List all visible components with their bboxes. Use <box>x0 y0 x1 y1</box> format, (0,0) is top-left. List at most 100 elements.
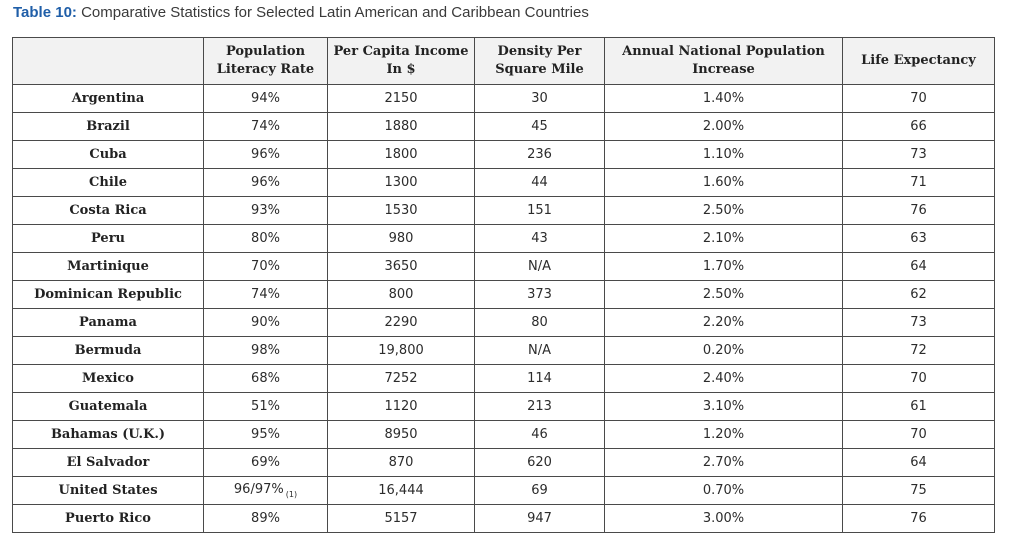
per-capita-income-cell: 8950 <box>327 420 475 449</box>
header-population-increase-line: Annual National Population <box>622 44 825 59</box>
density-cell: 44 <box>474 168 605 197</box>
density-cell: 45 <box>474 112 605 141</box>
density-cell: 151 <box>474 196 605 225</box>
life-expectancy-cell: 71 <box>842 168 995 197</box>
population-increase-cell: 0.70% <box>604 476 843 505</box>
country-cell: Cuba <box>12 140 204 169</box>
per-capita-income-cell: 1880 <box>327 112 475 141</box>
country-cell: United States <box>12 476 204 505</box>
literacy-rate-cell: 93% <box>203 196 328 225</box>
country-cell: Dominican Republic <box>12 280 204 309</box>
per-capita-income-cell: 3650 <box>327 252 475 281</box>
literacy-rate-cell: 96% <box>203 140 328 169</box>
per-capita-income-cell: 870 <box>327 448 475 477</box>
table-row: Dominican Republic 74% 800 373 2.50% 62 <box>12 280 995 309</box>
literacy-rate-cell: 80% <box>203 224 328 253</box>
life-expectancy-cell: 76 <box>842 196 995 225</box>
table-row: Bahamas (U.K.) 95% 8950 46 1.20% 70 <box>12 420 995 449</box>
life-expectancy-cell: 70 <box>842 364 995 393</box>
table-row: Brazil 74% 1880 45 2.00% 66 <box>12 112 995 141</box>
header-density-line: Density Per <box>497 44 582 59</box>
per-capita-income-cell: 2290 <box>327 308 475 337</box>
literacy-rate-cell: 68% <box>203 364 328 393</box>
table-row: Bermuda 98% 19,800 N/A 0.20% 72 <box>12 336 995 365</box>
life-expectancy-cell: 72 <box>842 336 995 365</box>
country-cell: Mexico <box>12 364 204 393</box>
table-row: Argentina 94% 2150 30 1.40% 70 <box>12 84 995 113</box>
literacy-rate-cell: 89% <box>203 504 328 533</box>
country-cell: Guatemala <box>12 392 204 421</box>
literacy-rate-cell: 96% <box>203 168 328 197</box>
literacy-rate-cell: 74% <box>203 280 328 309</box>
population-increase-cell: 3.00% <box>604 504 843 533</box>
country-cell: Panama <box>12 308 204 337</box>
population-increase-cell: 1.70% <box>604 252 843 281</box>
per-capita-income-cell: 1120 <box>327 392 475 421</box>
header-per-capita-income-line: Per Capita Income <box>333 44 469 59</box>
table-body: Argentina 94% 2150 30 1.40% 70 Brazil 74% 1880 45… <box>12 84 995 533</box>
table-header: Population Literacy Rate Per Capita Income… <box>12 37 995 85</box>
life-expectancy-cell: 76 <box>842 504 995 533</box>
per-capita-income-cell: 5157 <box>327 504 475 533</box>
life-expectancy-cell: 75 <box>842 476 995 505</box>
table-caption-label: Table 10: <box>13 4 77 21</box>
literacy-rate-cell: 90% <box>203 308 328 337</box>
country-cell: Peru <box>12 224 204 253</box>
density-cell: 114 <box>474 364 605 393</box>
population-increase-cell: 1.40% <box>604 84 843 113</box>
table-row: Mexico 68% 7252 114 2.40% 70 <box>12 364 995 393</box>
country-cell: El Salvador <box>12 448 204 477</box>
life-expectancy-cell: 63 <box>842 224 995 253</box>
population-increase-cell: 2.50% <box>604 196 843 225</box>
country-cell: Bahamas (U.K.) <box>12 420 204 449</box>
per-capita-income-cell: 7252 <box>327 364 475 393</box>
density-cell: 236 <box>474 140 605 169</box>
header-literacy-rate-line: Population <box>225 44 306 59</box>
population-increase-cell: 2.40% <box>604 364 843 393</box>
life-expectancy-cell: 70 <box>842 84 995 113</box>
header-life-expectancy: Life Expectancy <box>842 37 995 85</box>
header-literacy-rate-line: Literacy Rate <box>216 62 315 77</box>
table-row: Puerto Rico 89% 5157 947 3.00% 76 <box>12 504 995 533</box>
per-capita-income-cell: 1300 <box>327 168 475 197</box>
table-row: Cuba 96% 1800 236 1.10% 73 <box>12 140 995 169</box>
country-cell: Argentina <box>12 84 204 113</box>
country-cell: Martinique <box>12 252 204 281</box>
table-row: Chile 96% 1300 44 1.60% 71 <box>12 168 995 197</box>
header-population-increase-line: Increase <box>692 62 755 77</box>
header-literacy-rate: Population Literacy Rate <box>203 37 328 85</box>
literacy-rate-cell: 69% <box>203 448 328 477</box>
country-cell: Chile <box>12 168 204 197</box>
density-cell: 373 <box>474 280 605 309</box>
population-increase-cell: 2.50% <box>604 280 843 309</box>
population-increase-cell: 2.10% <box>604 224 843 253</box>
per-capita-income-cell: 16,444 <box>327 476 475 505</box>
density-cell: 69 <box>474 476 605 505</box>
table-row: United States 96/97% (1) 16,444 69 0.70% 75 <box>12 476 995 505</box>
country-cell: Costa Rica <box>12 196 204 225</box>
density-cell: 30 <box>474 84 605 113</box>
table-row: Peru 80% 980 43 2.10% 63 <box>12 224 995 253</box>
life-expectancy-cell: 66 <box>842 112 995 141</box>
density-cell: 46 <box>474 420 605 449</box>
life-expectancy-cell: 73 <box>842 140 995 169</box>
literacy-rate-cell: 51% <box>203 392 328 421</box>
life-expectancy-cell: 73 <box>842 308 995 337</box>
literacy-rate-cell: 95% <box>203 420 328 449</box>
table-row: Martinique 70% 3650 N/A 1.70% 64 <box>12 252 995 281</box>
density-cell: 43 <box>474 224 605 253</box>
density-cell: 80 <box>474 308 605 337</box>
literacy-rate-cell: 70% <box>203 252 328 281</box>
header-population-increase: Annual National Population Increase <box>604 37 843 85</box>
header-country <box>12 37 204 85</box>
life-expectancy-cell: 64 <box>842 252 995 281</box>
literacy-rate-cell: 74% <box>203 112 328 141</box>
density-cell: 947 <box>474 504 605 533</box>
table-row: Costa Rica 93% 1530 151 2.50% 76 <box>12 196 995 225</box>
per-capita-income-cell: 980 <box>327 224 475 253</box>
population-increase-cell: 0.20% <box>604 336 843 365</box>
country-cell: Brazil <box>12 112 204 141</box>
per-capita-income-cell: 19,800 <box>327 336 475 365</box>
header-density-line: Square Mile <box>495 62 584 77</box>
header-density: Density Per Square Mile <box>474 37 605 85</box>
